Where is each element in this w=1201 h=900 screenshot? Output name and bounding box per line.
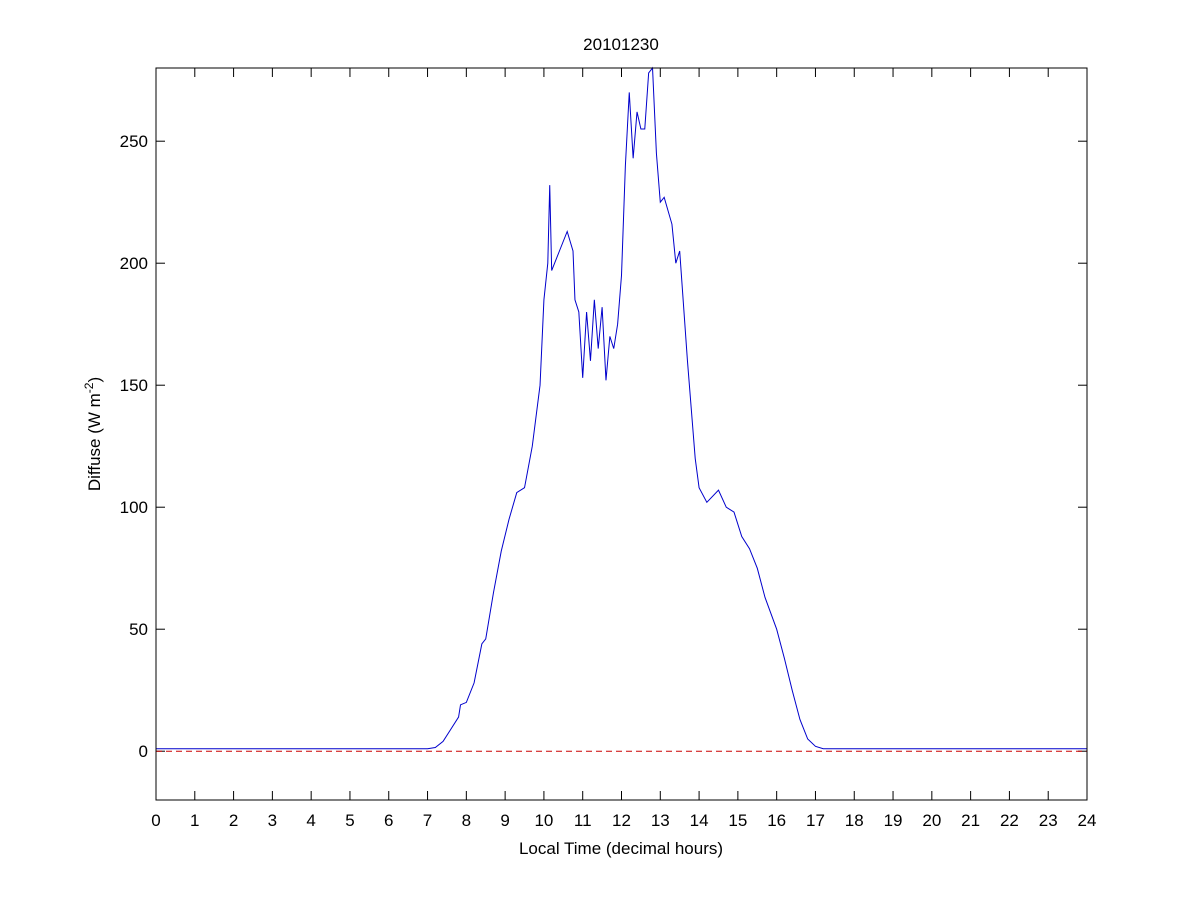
x-tick-label: 13 [651,811,670,830]
x-tick-label: 0 [151,811,160,830]
y-tick-label: 150 [120,376,148,395]
y-tick-label: 100 [120,498,148,517]
y-tick-label: 200 [120,254,148,273]
x-tick-label: 14 [690,811,709,830]
x-tick-label: 18 [845,811,864,830]
data-line [156,66,1087,750]
x-tick-label: 21 [961,811,980,830]
x-tick-label: 4 [306,811,315,830]
x-tick-label: 15 [728,811,747,830]
x-tick-label: 2 [229,811,238,830]
x-tick-label: 7 [423,811,432,830]
x-tick-label: 1 [190,811,199,830]
x-tick-label: 24 [1078,811,1097,830]
plot-frame [155,67,1088,801]
chart-title: 20101230 [583,35,659,54]
x-tick-label: 5 [345,811,354,830]
y-label-end: ) [85,377,104,383]
y-tick-label: 50 [129,620,148,639]
x-axis-label: Local Time (decimal hours) [519,839,723,858]
y-axis-label: Diffuse (W m-2) [82,377,104,491]
x-tick-label: 6 [384,811,393,830]
y-label-text: Diffuse (W m [85,393,104,491]
x-tick-label: 10 [534,811,553,830]
x-tick-label: 11 [574,811,592,830]
y-label-sup: -2 [82,382,96,393]
x-tick-label: 17 [806,811,825,830]
y-tick-label: 0 [139,742,148,761]
x-tick-label: 20 [922,811,941,830]
y-tick-label: 250 [120,132,148,151]
x-tick-label: 12 [612,811,631,830]
x-tick-label: 3 [268,811,277,830]
x-tick-label: 22 [1000,811,1019,830]
x-tick-label: 16 [767,811,786,830]
x-tick-label: 8 [462,811,471,830]
x-tick-label: 23 [1039,811,1058,830]
x-tick-label: 19 [884,811,903,830]
x-tick-label: 9 [500,811,509,830]
